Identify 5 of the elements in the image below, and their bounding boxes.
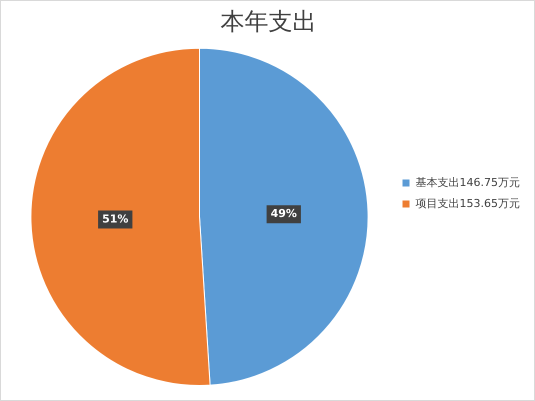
- chart-title: 本年支出: [220, 8, 316, 36]
- legend-label: 基本支出146.75万元: [416, 176, 520, 189]
- data-label: 51%: [102, 212, 128, 226]
- data-label: 49%: [270, 207, 297, 220]
- legend-label: 项目支出153.65万元: [416, 196, 520, 210]
